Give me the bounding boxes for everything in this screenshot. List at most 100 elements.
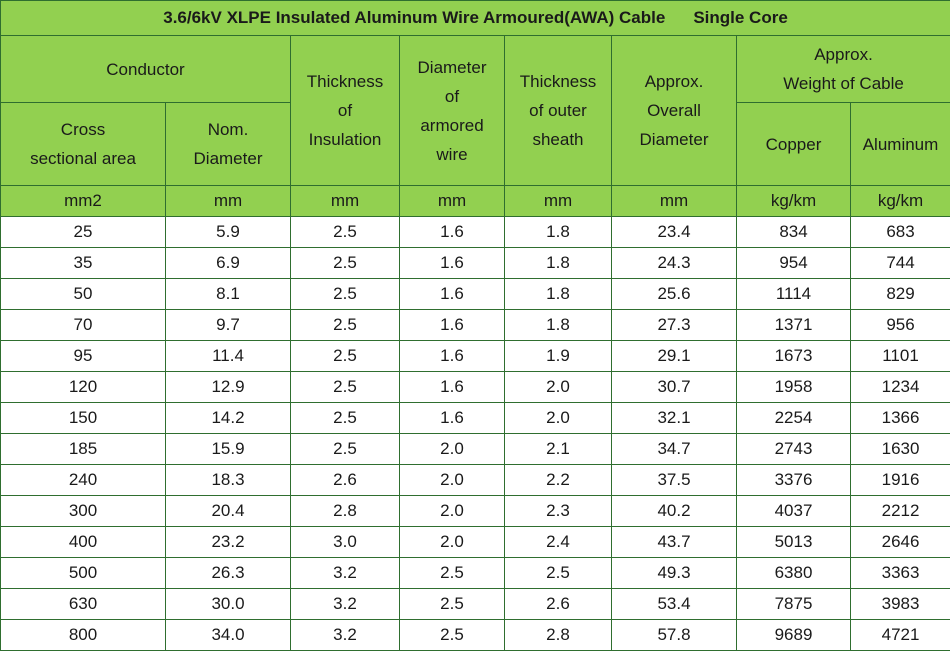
weight-aluminum-cell: 3983	[849, 588, 950, 620]
overall-diameter-cell: 57.8	[611, 619, 737, 651]
diameter-armored-wire-cell: 2.5	[399, 588, 505, 620]
header-diameter-armored-wire-line: wire	[436, 144, 468, 164]
header-nom-diameter-line: Diameter	[193, 149, 263, 168]
thickness-insulation-cell: 2.5	[290, 247, 400, 279]
weight-copper-cell: 3376	[736, 464, 851, 496]
weight-copper-cell: 4037	[736, 495, 851, 527]
overall-diameter-cell: 29.1	[611, 340, 737, 372]
weight-copper-cell: 6380	[736, 557, 851, 589]
weight-aluminum-cell: 1234	[849, 371, 950, 403]
cross-sectional-area-cell: 120	[0, 371, 166, 403]
thickness-outer-sheath-cell: 2.2	[504, 464, 612, 496]
table-row: 70 9.7 2.5 1.6 1.8 27.3 1371 956	[0, 309, 950, 341]
unit-thickness-outer-sheath: mm	[504, 185, 612, 217]
weight-aluminum-cell: 2646	[849, 526, 950, 558]
overall-diameter-cell: 40.2	[611, 495, 737, 527]
thickness-insulation-cell: 2.5	[290, 216, 400, 248]
overall-diameter-cell: 53.4	[611, 588, 737, 620]
thickness-insulation-cell: 2.5	[290, 340, 400, 372]
nom-diameter-cell: 9.7	[165, 309, 291, 341]
header-diameter-armored-wire-line: Diameter	[417, 57, 487, 77]
subtitle-text: Single Core	[693, 8, 788, 27]
header-weight-of-cable: Approx. Weight of Cable	[735, 35, 950, 103]
table-row: 630 30.0 3.2 2.5 2.6 53.4 7875 3983	[0, 588, 950, 620]
header-cross-sectional-area: Cross sectional area	[0, 102, 166, 186]
overall-diameter-cell: 37.5	[611, 464, 737, 496]
table-row: 25 5.9 2.5 1.6 1.8 23.4 834 683	[0, 216, 950, 248]
weight-copper-cell: 2254	[736, 402, 851, 434]
table-row: 95 11.4 2.5 1.6 1.9 29.1 1673 1101	[0, 340, 950, 372]
thickness-insulation-cell: 2.8	[290, 495, 400, 527]
thickness-insulation-cell: 2.5	[290, 278, 400, 310]
diameter-armored-wire-cell: 1.6	[399, 402, 505, 434]
weight-copper-cell: 2743	[736, 433, 851, 465]
thickness-outer-sheath-cell: 1.8	[504, 278, 612, 310]
cross-sectional-area-cell: 95	[0, 340, 166, 372]
overall-diameter-cell: 34.7	[611, 433, 737, 465]
cross-sectional-area-cell: 400	[0, 526, 166, 558]
cross-sectional-area-cell: 50	[0, 278, 166, 310]
weight-copper-cell: 1371	[736, 309, 851, 341]
header-thickness-outer-sheath-line: Thickness	[519, 72, 597, 91]
nom-diameter-cell: 14.2	[165, 402, 291, 434]
cross-sectional-area-cell: 500	[0, 557, 166, 589]
thickness-insulation-cell: 2.5	[290, 371, 400, 403]
weight-copper-cell: 5013	[736, 526, 851, 558]
thickness-insulation-cell: 3.2	[290, 588, 400, 620]
table-row: 185 15.9 2.5 2.0 2.1 34.7 2743 1630	[0, 433, 950, 465]
thickness-insulation-cell: 2.6	[290, 464, 400, 496]
thickness-outer-sheath-cell: 2.3	[504, 495, 612, 527]
weight-aluminum-cell: 1630	[849, 433, 950, 465]
header-conductor: Conductor	[0, 35, 291, 103]
nom-diameter-cell: 34.0	[165, 619, 291, 651]
thickness-outer-sheath-cell: 2.4	[504, 526, 612, 558]
thickness-outer-sheath-cell: 1.8	[504, 309, 612, 341]
header-weight-of-cable-line: Weight of Cable	[783, 74, 904, 93]
thickness-outer-sheath-cell: 1.8	[504, 216, 612, 248]
table-row: 400 23.2 3.0 2.0 2.4 43.7 5013 2646	[0, 526, 950, 558]
header-weight-of-cable-line: Approx.	[814, 45, 873, 64]
table-row: 35 6.9 2.5 1.6 1.8 24.3 954 744	[0, 247, 950, 279]
weight-aluminum-cell: 744	[849, 247, 950, 279]
nom-diameter-cell: 15.9	[165, 433, 291, 465]
header-thickness-outer-sheath-line: sheath	[532, 130, 584, 149]
weight-copper-cell: 954	[736, 247, 851, 279]
weight-copper-cell: 9689	[736, 619, 851, 651]
cross-sectional-area-cell: 300	[0, 495, 166, 527]
header-nom-diameter: Nom. Diameter	[165, 102, 291, 186]
diameter-armored-wire-cell: 2.0	[399, 526, 505, 558]
weight-copper-cell: 1958	[736, 371, 851, 403]
cross-sectional-area-cell: 630	[0, 588, 166, 620]
overall-diameter-cell: 32.1	[611, 402, 737, 434]
weight-copper-cell: 7875	[736, 588, 851, 620]
table-title: 3.6/6kV XLPE Insulated Aluminum Wire Arm…	[0, 0, 950, 36]
header-thickness-insulation: Thickness of Insulation	[290, 35, 400, 186]
thickness-outer-sheath-cell: 2.6	[504, 588, 612, 620]
thickness-outer-sheath-cell: 2.1	[504, 433, 612, 465]
weight-copper-cell: 834	[736, 216, 851, 248]
table-row: 50 8.1 2.5 1.6 1.8 25.6 1114 829	[0, 278, 950, 310]
nom-diameter-cell: 6.9	[165, 247, 291, 279]
header-diameter-armored-wire: Diameter of armored wire	[399, 35, 505, 186]
thickness-insulation-cell: 2.5	[290, 433, 400, 465]
thickness-outer-sheath-cell: 1.9	[504, 340, 612, 372]
header-aluminum: Aluminum	[849, 102, 950, 186]
nom-diameter-cell: 23.2	[165, 526, 291, 558]
header-overall-diameter: Approx. Overall Diameter	[611, 35, 737, 186]
header-overall-diameter-line: Approx.	[644, 72, 704, 91]
table-row: 240 18.3 2.6 2.0 2.2 37.5 3376 1916	[0, 464, 950, 496]
diameter-armored-wire-cell: 1.6	[399, 247, 505, 279]
weight-aluminum-cell: 1366	[849, 402, 950, 434]
nom-diameter-cell: 30.0	[165, 588, 291, 620]
header-diameter-armored-wire-line: of	[444, 86, 460, 106]
weight-aluminum-cell: 829	[849, 278, 950, 310]
overall-diameter-cell: 49.3	[611, 557, 737, 589]
thickness-outer-sheath-cell: 2.0	[504, 371, 612, 403]
nom-diameter-cell: 11.4	[165, 340, 291, 372]
cross-sectional-area-cell: 185	[0, 433, 166, 465]
thickness-outer-sheath-cell: 2.5	[504, 557, 612, 589]
table-row: 150 14.2 2.5 1.6 2.0 32.1 2254 1366	[0, 402, 950, 434]
diameter-armored-wire-cell: 1.6	[399, 309, 505, 341]
cross-sectional-area-cell: 35	[0, 247, 166, 279]
